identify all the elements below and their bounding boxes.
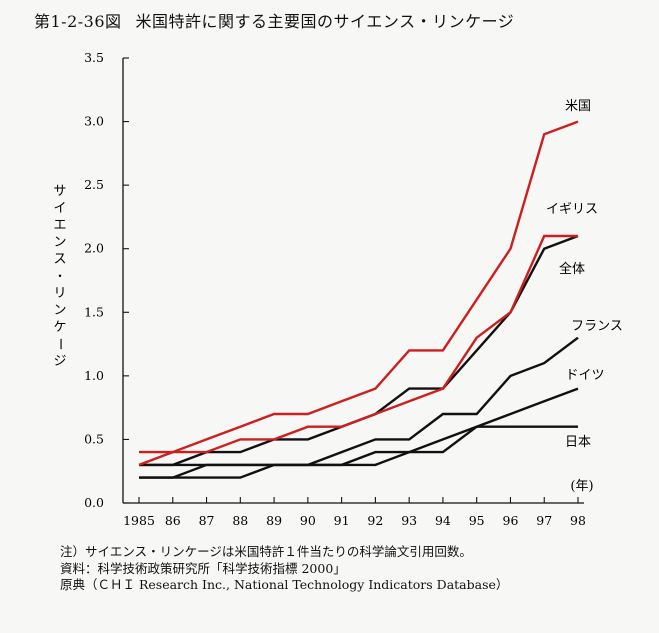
x-tick-label: 94 [435, 513, 451, 528]
y-axis-label-char: リ [53, 286, 66, 301]
chart-axes [122, 57, 585, 504]
x-tick-label: 93 [401, 513, 417, 528]
x-tick-label: 88 [232, 513, 248, 528]
chart-title: 米国特許に関する主要国のサイエンス・リンケージ [135, 12, 515, 31]
y-tick-label: 3.5 [84, 50, 104, 65]
y-axis-label-char: ン [53, 235, 66, 250]
y-axis-label-char: イ [53, 201, 66, 216]
x-tick-label: 98 [570, 513, 586, 528]
x-tick-label: 86 [165, 513, 181, 528]
y-axis-label-char: ー [52, 337, 67, 350]
x-tick-label: 95 [469, 513, 485, 528]
x-tick-label: 96 [503, 513, 519, 528]
y-axis-label-char: エ [53, 218, 66, 233]
footnotes: 注）サイエンス・リンケージは米国特許１件当たりの科学論文引用回数。 資料：科学技… [60, 544, 508, 594]
x-tick-label: 97 [536, 513, 552, 528]
series-label: ドイツ [565, 368, 604, 383]
x-axis-unit-label: (年) [570, 479, 593, 494]
series-line [139, 387, 579, 479]
series-line [139, 425, 578, 479]
y-axis-label-char: ス [53, 252, 66, 267]
series-line [139, 234, 579, 467]
y-axis-label: サイエンス・リンケージ [52, 184, 67, 369]
series-line [139, 336, 579, 467]
y-tick-label: 0.0 [84, 495, 104, 510]
y-tick-label: 1.0 [84, 368, 104, 383]
series-label: 米国 [565, 99, 591, 114]
source-line: 資料：科学技術政策研究所「科学技術指標 2000」 [60, 560, 346, 576]
figure-number: 第1-2-36図 [34, 12, 122, 31]
chart-title-block: 第1-2-36図 米国特許に関する主要国のサイエンス・リンケージ [34, 8, 514, 32]
x-tick-label: 89 [266, 513, 282, 528]
series-label: 全体 [559, 261, 585, 277]
x-tick-label: 87 [199, 513, 215, 528]
series-lines [138, 120, 579, 479]
series-label: 日本 [565, 435, 591, 450]
y-axis-label-char: ケ [53, 320, 66, 335]
series-label: イギリス [546, 202, 598, 217]
line-chart: 0.0 0.5 1.0 1.5 2.0 2.5 3.0 3.5 1985 86 87 88 89 90 9… [52, 50, 623, 528]
y-tick-label: 2.5 [84, 177, 104, 192]
y-axis-label-char: ン [53, 303, 66, 318]
y-tick-label: 3.0 [84, 114, 104, 129]
series-line [139, 120, 579, 454]
x-tick-label: 90 [300, 513, 316, 528]
x-tick-labels: 1985 86 87 88 89 90 91 92 93 94 95 96 97 98 [123, 513, 586, 528]
y-tick-label: 0.5 [84, 431, 104, 446]
origin-line: 原典（ＣＨＩ Research Inc., National Technolog… [60, 577, 509, 592]
y-tick-label: 2.0 [84, 241, 104, 256]
x-tick-label: 91 [334, 513, 350, 528]
series-line [138, 234, 578, 467]
y-axis-label-char: ジ [53, 354, 66, 369]
series-label: フランス [571, 319, 623, 334]
y-tick-labels: 0.0 0.5 1.0 1.5 2.0 2.5 3.0 3.5 [84, 50, 104, 510]
y-tick-label: 1.5 [84, 304, 104, 319]
y-axis-label-char: サ [53, 184, 66, 199]
x-tick-label: 1985 [123, 513, 155, 528]
x-tick-label: 92 [367, 513, 383, 528]
y-axis-label-char: ・ [54, 269, 66, 283]
note-line: 注）サイエンス・リンケージは米国特許１件当たりの科学論文引用回数。 [60, 544, 472, 559]
